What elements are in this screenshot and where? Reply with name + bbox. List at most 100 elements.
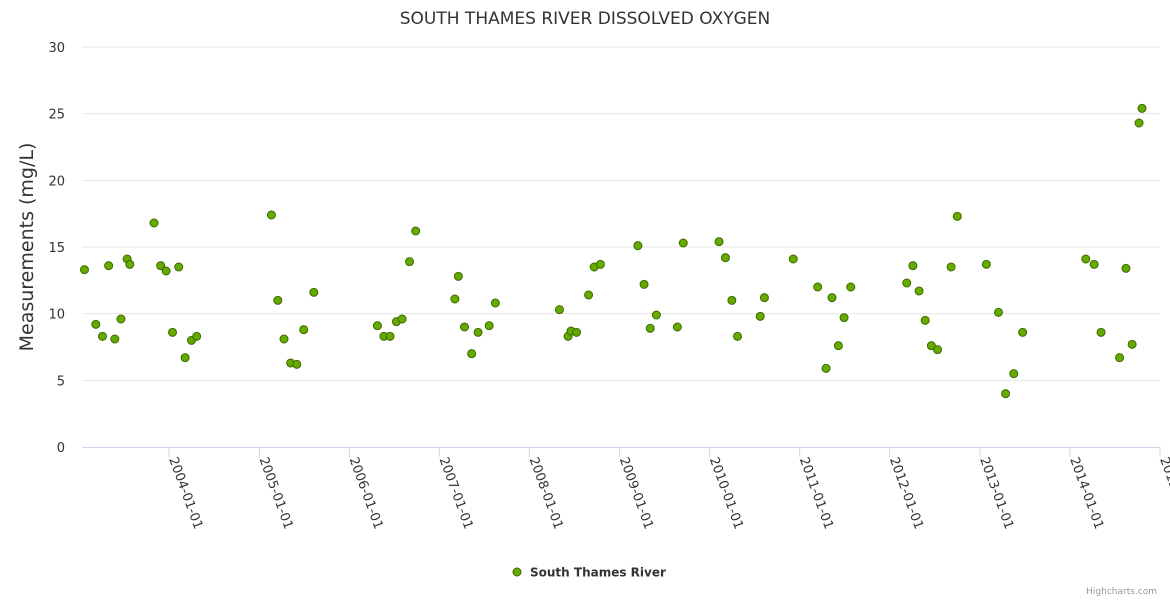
data-point[interactable] bbox=[405, 257, 415, 267]
x-tick-label: 2012-01-01 bbox=[886, 455, 926, 531]
data-point[interactable] bbox=[1115, 353, 1125, 363]
data-point[interactable] bbox=[914, 286, 924, 296]
data-point[interactable] bbox=[833, 341, 843, 351]
data-point[interactable] bbox=[1009, 369, 1019, 379]
data-point[interactable] bbox=[908, 261, 918, 271]
data-point[interactable] bbox=[460, 322, 470, 332]
data-point[interactable] bbox=[473, 327, 483, 337]
data-point[interactable] bbox=[104, 261, 114, 271]
x-tick-label: 2015-01-01 bbox=[1156, 455, 1170, 531]
data-point[interactable] bbox=[116, 314, 126, 324]
data-point[interactable] bbox=[827, 293, 837, 303]
data-point[interactable] bbox=[678, 238, 688, 248]
data-point[interactable] bbox=[595, 259, 605, 269]
data-point[interactable] bbox=[467, 349, 477, 359]
data-point[interactable] bbox=[156, 261, 166, 271]
data-point[interactable] bbox=[97, 331, 107, 341]
credits-link[interactable]: Highcharts.com bbox=[1086, 587, 1157, 597]
data-point[interactable] bbox=[180, 353, 190, 363]
data-point[interactable] bbox=[633, 241, 643, 251]
legend[interactable]: South Thames River bbox=[512, 566, 666, 580]
data-point[interactable] bbox=[1134, 118, 1144, 128]
x-tick-label: 2007-01-01 bbox=[436, 455, 476, 531]
legend-item-label[interactable]: South Thames River bbox=[530, 566, 666, 580]
y-tick-label: 20 bbox=[48, 174, 65, 189]
x-tick-label: 2006-01-01 bbox=[346, 455, 386, 531]
data-point[interactable] bbox=[110, 334, 120, 344]
data-point[interactable] bbox=[645, 323, 655, 333]
data-point[interactable] bbox=[149, 218, 159, 228]
data-point[interactable] bbox=[926, 341, 936, 351]
data-point[interactable] bbox=[125, 259, 135, 269]
data-point[interactable] bbox=[952, 211, 962, 221]
data-point[interactable] bbox=[1001, 389, 1011, 399]
data-point[interactable] bbox=[672, 322, 682, 332]
data-point[interactable] bbox=[1121, 263, 1131, 273]
data-point[interactable] bbox=[759, 293, 769, 303]
data-point[interactable] bbox=[902, 278, 912, 288]
data-point[interactable] bbox=[192, 331, 202, 341]
data-point[interactable] bbox=[813, 282, 823, 292]
data-point[interactable] bbox=[846, 282, 856, 292]
data-point[interactable] bbox=[755, 311, 765, 321]
data-points[interactable] bbox=[79, 103, 1147, 399]
data-point[interactable] bbox=[1137, 103, 1147, 113]
data-point[interactable] bbox=[788, 254, 798, 264]
x-tick-label: 2004-01-01 bbox=[165, 455, 205, 531]
data-point[interactable] bbox=[1081, 254, 1091, 264]
data-point[interactable] bbox=[946, 262, 956, 272]
data-point[interactable] bbox=[1127, 339, 1137, 349]
data-point[interactable] bbox=[839, 313, 849, 323]
y-tick-label: 5 bbox=[57, 374, 65, 389]
data-point[interactable] bbox=[161, 266, 171, 276]
data-point[interactable] bbox=[920, 315, 930, 325]
data-point[interactable] bbox=[1096, 327, 1106, 337]
x-tick-label: 2010-01-01 bbox=[706, 455, 746, 531]
data-point[interactable] bbox=[309, 287, 319, 297]
y-tick-label: 10 bbox=[48, 308, 65, 323]
data-point[interactable] bbox=[727, 295, 737, 305]
x-tick-label: 2005-01-01 bbox=[256, 455, 296, 531]
data-point[interactable] bbox=[554, 305, 564, 315]
data-point[interactable] bbox=[174, 262, 184, 272]
x-tick-label: 2008-01-01 bbox=[526, 455, 566, 531]
data-point[interactable] bbox=[91, 319, 101, 329]
chart-title: SOUTH THAMES RIVER DISSOLVED OXYGEN bbox=[400, 9, 771, 29]
data-point[interactable] bbox=[484, 321, 494, 331]
data-point[interactable] bbox=[453, 271, 463, 281]
data-point[interactable] bbox=[933, 345, 943, 355]
data-point[interactable] bbox=[299, 325, 309, 335]
data-point[interactable] bbox=[714, 237, 724, 247]
data-point[interactable] bbox=[490, 298, 500, 308]
data-point[interactable] bbox=[981, 259, 991, 269]
data-point[interactable] bbox=[292, 359, 302, 369]
data-point[interactable] bbox=[266, 210, 276, 220]
data-point[interactable] bbox=[279, 334, 289, 344]
x-tick-label: 2014-01-01 bbox=[1066, 455, 1106, 531]
data-point[interactable] bbox=[571, 327, 581, 337]
y-tick-label: 30 bbox=[48, 41, 65, 56]
x-tick-label: 2013-01-01 bbox=[976, 455, 1016, 531]
grid-lines bbox=[82, 46, 1160, 381]
data-point[interactable] bbox=[372, 321, 382, 331]
data-point[interactable] bbox=[450, 294, 460, 304]
data-point[interactable] bbox=[397, 314, 407, 324]
x-axis-ticks: 2004-01-01 2005-01-01 2006-01-01 2007-01-01… bbox=[165, 447, 1170, 531]
data-point[interactable] bbox=[79, 265, 89, 275]
data-point[interactable] bbox=[733, 331, 743, 341]
data-point[interactable] bbox=[168, 327, 178, 337]
data-point[interactable] bbox=[720, 253, 730, 263]
data-point[interactable] bbox=[385, 331, 395, 341]
data-point[interactable] bbox=[639, 279, 649, 289]
data-point[interactable] bbox=[273, 295, 283, 305]
data-point[interactable] bbox=[584, 290, 594, 300]
data-point[interactable] bbox=[651, 310, 661, 320]
data-point[interactable] bbox=[1018, 327, 1028, 337]
data-point[interactable] bbox=[1089, 259, 1099, 269]
y-tick-label: 15 bbox=[48, 241, 65, 256]
data-point[interactable] bbox=[993, 307, 1003, 317]
data-point[interactable] bbox=[821, 363, 831, 373]
y-axis-label: Measurements (mg/L) bbox=[16, 143, 38, 352]
data-point[interactable] bbox=[411, 226, 421, 236]
